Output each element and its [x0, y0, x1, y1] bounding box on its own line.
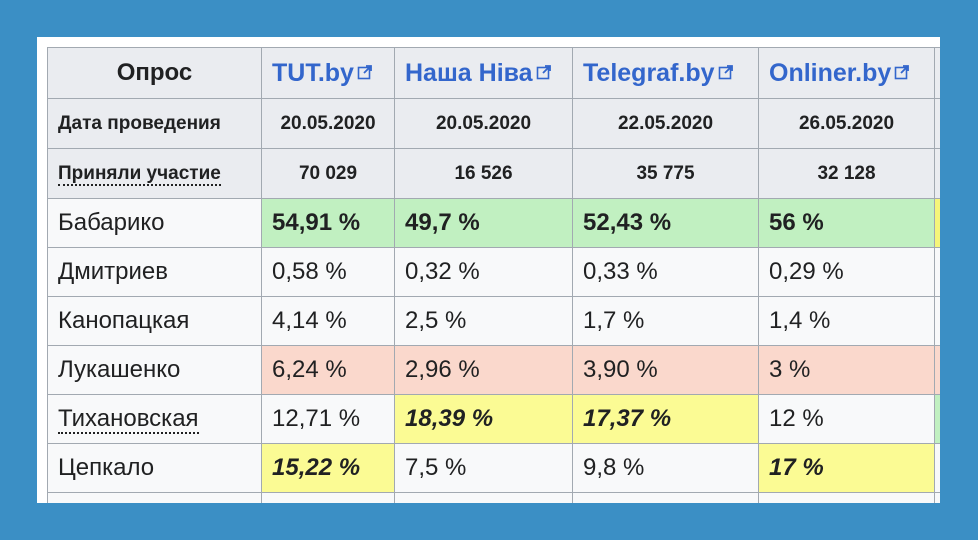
empty-cell [572, 492, 759, 503]
source-header[interactable]: Наша Ніва [394, 47, 573, 99]
participants-header: Приняли участие [47, 148, 262, 199]
value-cell: 9,8 % [572, 443, 759, 493]
candidate-name[interactable]: Тихановская [58, 405, 199, 434]
empty-cell [47, 492, 262, 503]
value-cell: 3,90 % [572, 345, 759, 395]
source-header[interactable]: Telegraf.by [572, 47, 759, 99]
value-cell: 49,7 % [394, 198, 573, 248]
value-cell: 6,24 % [261, 345, 395, 395]
value-cell: 12,71 % [261, 394, 395, 444]
table-row: Дмитриев 0,58 % 0,32 % 0,33 % 0,29 % [47, 247, 940, 297]
poll-table: Опрос TUT.by Наша Ніва Telegraf.by Onlin… [47, 47, 940, 503]
value-cell: 1,7 % [572, 296, 759, 346]
value-cell: 2,96 % [394, 345, 573, 395]
table-row: Бабарико 54,91 % 49,7 % 52,43 % 56 % [47, 198, 940, 248]
value-cell: 7,5 % [394, 443, 573, 493]
empty-cell [758, 492, 935, 503]
participants-label[interactable]: Приняли участие [58, 162, 221, 186]
external-link-icon [894, 64, 910, 79]
source-link-onliner[interactable]: Onliner.by [769, 58, 892, 87]
date-cell: 22.05.2020 [572, 98, 759, 149]
value-cell: 17,37 % [572, 394, 759, 444]
header-row-participants: Приняли участие 70 029 16 526 35 775 32 … [47, 148, 940, 199]
candidate-name: Лукашенко [47, 345, 262, 395]
value-cell: 15,22 % [261, 443, 395, 493]
value-cell: 56 % [758, 198, 935, 248]
cut-off-cell [934, 198, 940, 248]
cut-off-cell [934, 296, 940, 346]
source-link-nashaniva[interactable]: Наша Ніва [405, 58, 533, 87]
value-cell: 0,32 % [394, 247, 573, 297]
poll-header: Опрос [47, 47, 262, 99]
value-cell: 0,58 % [261, 247, 395, 297]
date-header: Дата проведения [47, 98, 262, 149]
value-cell: 2,5 % [394, 296, 573, 346]
participants-cell: 32 128 [758, 148, 935, 199]
value-cell: 52,43 % [572, 198, 759, 248]
source-header[interactable]: TUT.by [261, 47, 395, 99]
cut-off-cell [934, 394, 940, 444]
cut-off-cell [934, 247, 940, 297]
participants-cell: 70 029 [261, 148, 395, 199]
candidate-name: Дмитриев [47, 247, 262, 297]
external-link-icon [536, 64, 551, 79]
candidate-name: Цепкало [47, 443, 262, 493]
source-header[interactable]: Onliner.by [758, 47, 935, 99]
value-cell: 0,33 % [572, 247, 759, 297]
value-cell: 18,39 % [394, 394, 573, 444]
table-container: Опрос TUT.by Наша Ніва Telegraf.by Onlin… [37, 37, 940, 503]
candidate-name: Канопацкая [47, 296, 262, 346]
source-link-tutby[interactable]: TUT.by [272, 58, 354, 87]
table-row: Цепкало 15,22 % 7,5 % 9,8 % 17 % [47, 443, 940, 493]
value-cell: 4,14 % [261, 296, 395, 346]
cut-off-cell [934, 492, 940, 503]
table-row: Тихановская 12,71 % 18,39 % 17,37 % 12 % [47, 394, 940, 444]
candidate-name-cell: Тихановская [47, 394, 262, 444]
value-cell: 54,91 % [261, 198, 395, 248]
empty-cell [261, 492, 395, 503]
header-row-dates: Дата проведения 20.05.2020 20.05.2020 22… [47, 98, 940, 149]
table-row: Лукашенко 6,24 % 2,96 % 3,90 % 3 % [47, 345, 940, 395]
cut-off-cell [934, 98, 940, 149]
participants-cell: 35 775 [572, 148, 759, 199]
date-cell: 20.05.2020 [261, 98, 395, 149]
value-cell: 3 % [758, 345, 935, 395]
external-link-icon [357, 64, 372, 79]
participants-cell: 16 526 [394, 148, 573, 199]
candidate-name: Бабарико [47, 198, 262, 248]
external-link-icon [718, 64, 733, 79]
cut-off-cell [934, 443, 940, 493]
cut-off-cell [934, 47, 940, 99]
table-row: Канопацкая 4,14 % 2,5 % 1,7 % 1,4 % [47, 296, 940, 346]
empty-cell [394, 492, 573, 503]
value-cell: 12 % [758, 394, 935, 444]
value-cell: 1,4 % [758, 296, 935, 346]
table-row-partial [47, 492, 940, 503]
source-link-telegraf[interactable]: Telegraf.by [583, 58, 715, 87]
value-cell: 0,29 % [758, 247, 935, 297]
date-cell: 20.05.2020 [394, 98, 573, 149]
date-cell: 26.05.2020 [758, 98, 935, 149]
value-cell: 17 % [758, 443, 935, 493]
header-row-sources: Опрос TUT.by Наша Ніва Telegraf.by Onlin… [47, 47, 940, 99]
cut-off-cell [934, 345, 940, 395]
cut-off-cell [934, 148, 940, 199]
